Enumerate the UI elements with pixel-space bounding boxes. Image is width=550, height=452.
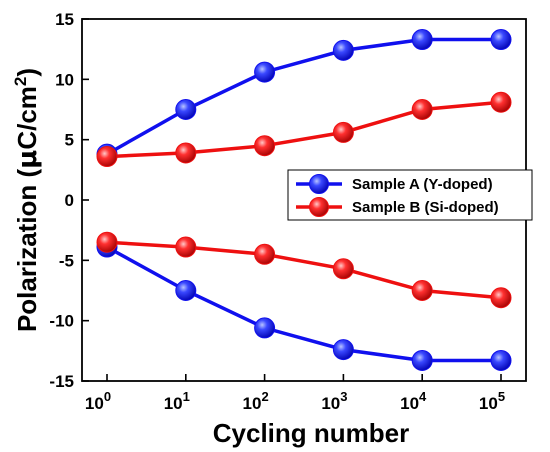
legend-label-b: Sample B (Si-doped) bbox=[352, 199, 499, 216]
x-axis-title: Cycling number bbox=[213, 418, 409, 448]
series-a-positive-line bbox=[106, 37, 501, 156]
series-b-negative-point bbox=[175, 236, 197, 258]
y-tick-label: -15 bbox=[49, 372, 74, 391]
series-b-positive-point bbox=[411, 99, 433, 120]
y-tick-label: -5 bbox=[59, 251, 74, 270]
series-b-positive-point bbox=[490, 91, 512, 113]
x-tick-label: 102 bbox=[243, 389, 269, 413]
series-a-negative-point bbox=[175, 280, 197, 301]
series-b-negative-point bbox=[332, 258, 354, 280]
series-b-negative-line bbox=[106, 240, 502, 300]
series-b-positive-line bbox=[106, 100, 502, 159]
y-tick-label: 0 bbox=[65, 191, 74, 210]
series-a-positive-point bbox=[254, 61, 276, 83]
x-tick-label: 100 bbox=[85, 389, 111, 413]
y-tick-label: -10 bbox=[49, 312, 74, 331]
legend-box bbox=[287, 169, 533, 221]
series-a-negative-point bbox=[254, 317, 276, 339]
series-a-positive-point bbox=[332, 39, 354, 61]
y-axis-title: Polarization (μC/cm2) bbox=[11, 68, 43, 332]
series-a-negative-point bbox=[411, 349, 433, 371]
y-tick-label: 10 bbox=[55, 70, 74, 89]
series-b-negative-point bbox=[96, 231, 118, 253]
series-b-negative-point bbox=[254, 243, 276, 265]
series-a-positive-point bbox=[490, 29, 512, 51]
x-tick-label: 105 bbox=[479, 389, 505, 413]
series-a-negative-line bbox=[106, 245, 501, 363]
legend: Sample A (Y-doped) Sample B (Si-doped) bbox=[287, 169, 533, 221]
series-b-positive-point bbox=[175, 142, 197, 164]
series-b-negative-point bbox=[411, 280, 433, 301]
series-a-positive-point bbox=[411, 29, 433, 51]
series-b-negative-point bbox=[490, 287, 512, 309]
series-b-positive-point bbox=[254, 135, 276, 157]
series-a-positive-point bbox=[175, 99, 197, 120]
legend-marker-a bbox=[309, 174, 329, 194]
series-b-positive-point bbox=[332, 121, 354, 143]
y-tick-label: 5 bbox=[65, 131, 74, 150]
x-tick-label: 103 bbox=[321, 389, 347, 413]
series-a-negative-point bbox=[490, 349, 512, 371]
legend-label-a: Sample A (Y-doped) bbox=[352, 176, 493, 193]
series-b-positive-point bbox=[96, 146, 118, 168]
y-tick-label: 15 bbox=[55, 10, 74, 29]
series-a-negative-point bbox=[332, 339, 354, 361]
x-tick-label: 104 bbox=[400, 389, 427, 413]
legend-marker-b bbox=[309, 197, 329, 217]
x-tick-label: 101 bbox=[164, 389, 190, 413]
